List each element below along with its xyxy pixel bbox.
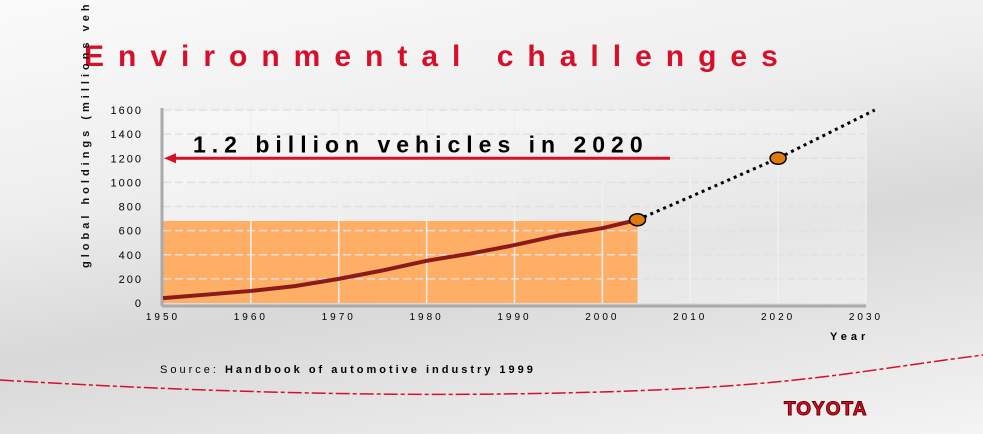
x-tick-label: 1950 xyxy=(146,312,180,323)
decorative-curve xyxy=(0,354,983,396)
slide-title: Environmental challenges xyxy=(84,40,792,73)
source-text: Handbook of automotive industry 1999 xyxy=(224,364,536,376)
y-tick-label: 800 xyxy=(119,202,143,214)
x-tick-label: 1980 xyxy=(410,312,444,323)
x-tick-label: 1990 xyxy=(497,312,531,323)
data-marker xyxy=(628,213,647,227)
source-note: Source: Handbook of automotive industry … xyxy=(160,364,536,376)
y-tick-label: 0 xyxy=(135,298,143,310)
x-tick-label: 2020 xyxy=(761,312,795,323)
annotation-text: 1.2 billion vehicles in 2020 xyxy=(193,131,649,157)
y-tick-label: 400 xyxy=(119,250,143,262)
y-tick-label: 1600 xyxy=(111,105,143,117)
arrow-head-icon xyxy=(164,153,176,164)
y-tick-label: 1400 xyxy=(111,129,143,141)
y-tick-label: 1200 xyxy=(111,153,143,165)
y-tick-label: 1000 xyxy=(111,177,143,189)
x-tick-label: 1970 xyxy=(322,312,356,323)
source-label: Source: xyxy=(160,364,219,376)
toyota-logo: TOYOTA xyxy=(783,399,868,421)
data-marker xyxy=(769,151,787,165)
x-tick-label: 2030 xyxy=(849,312,883,323)
y-tick-label: 200 xyxy=(119,274,143,286)
x-tick-label: 2000 xyxy=(585,312,619,323)
series-line-projection xyxy=(636,108,876,222)
x-tick-label: 1960 xyxy=(234,312,268,323)
x-tick-label: 2010 xyxy=(673,312,707,323)
x-axis-label: Year xyxy=(830,331,870,343)
y-tick-label: 600 xyxy=(119,226,143,238)
series-line-historical xyxy=(162,217,638,301)
